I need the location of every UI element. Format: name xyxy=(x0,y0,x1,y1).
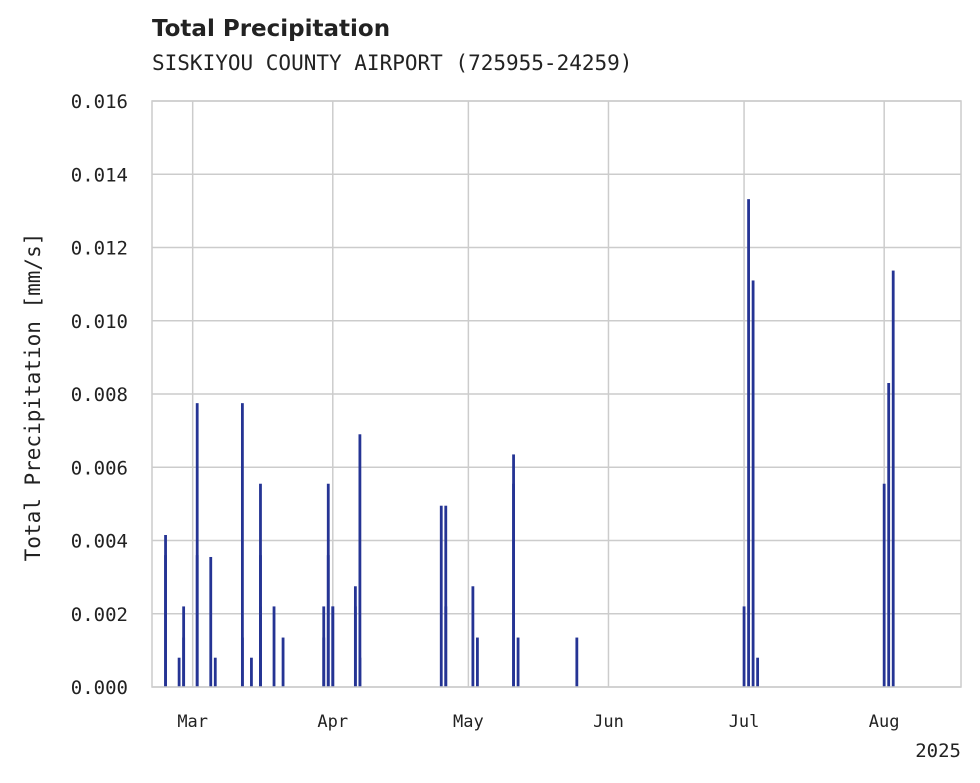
precip-bar xyxy=(891,270,895,687)
precip-bar xyxy=(213,657,217,687)
y-tick-label: 0.000 xyxy=(71,677,128,699)
x-tick-label: Jun xyxy=(593,712,624,732)
precip-bar xyxy=(747,199,750,687)
precip-bar xyxy=(439,505,443,687)
chart-title: Total Precipitation xyxy=(152,16,391,42)
chart-subtitle: SISKIYOU COUNTY AIRPORT (725955-24259) xyxy=(152,51,633,75)
y-tick-label: 0.014 xyxy=(71,164,128,186)
precip-bar xyxy=(240,637,244,687)
grid-lines xyxy=(152,100,961,688)
precip-bar xyxy=(756,657,760,687)
precip-bar xyxy=(177,657,181,687)
x-tick-labels: Mar Apr May Jun Jul Aug xyxy=(177,712,899,732)
y-tick-label: 0.012 xyxy=(71,238,128,260)
precip-bar xyxy=(358,434,362,687)
plot-frame xyxy=(151,100,962,688)
precip-bar xyxy=(250,657,253,687)
precip-bar xyxy=(471,586,475,687)
precip-bar xyxy=(444,505,448,687)
y-tick-label: 0.008 xyxy=(71,384,128,406)
precip-bar xyxy=(259,483,262,687)
x-tick-label: Jul xyxy=(729,712,760,732)
precip-bar xyxy=(512,454,515,687)
precip-bar xyxy=(516,637,520,687)
x-tick-label: Apr xyxy=(317,712,348,732)
precip-bar xyxy=(164,535,167,687)
precip-bar xyxy=(195,403,199,687)
precip-bar xyxy=(575,637,579,687)
precip-bar xyxy=(353,586,357,687)
precip-bar xyxy=(281,637,285,687)
precip-bar xyxy=(322,637,326,687)
precip-bar xyxy=(887,383,891,687)
x-tick-label: May xyxy=(453,712,484,732)
y-tick-label: 0.002 xyxy=(71,604,128,626)
bars xyxy=(164,199,895,687)
precip-bar xyxy=(742,606,746,687)
y-tick-label: 0.010 xyxy=(71,311,128,333)
precip-bar xyxy=(240,403,244,687)
precip-bar xyxy=(751,280,755,687)
precip-bar xyxy=(209,556,213,687)
y-tick-label: 0.016 xyxy=(71,91,128,113)
x-offset-label: 2025 xyxy=(915,740,961,762)
precip-bar xyxy=(476,637,479,687)
precip-bar xyxy=(331,606,335,687)
precip-bar xyxy=(272,606,276,687)
y-tick-labels: 0.000 0.002 0.004 0.006 0.008 0.010 0.012 0.014… xyxy=(71,91,128,699)
precip-bar xyxy=(182,606,186,687)
x-tick-label: Mar xyxy=(177,712,208,732)
precip-bar xyxy=(882,483,886,687)
precip-bar xyxy=(444,606,448,687)
x-tick-label: Aug xyxy=(869,712,900,732)
y-tick-label: 0.004 xyxy=(71,531,128,553)
y-tick-label: 0.006 xyxy=(71,457,128,479)
precip-bar xyxy=(326,555,330,687)
y-axis-label: Total Precipitation [mm/s] xyxy=(21,233,45,562)
